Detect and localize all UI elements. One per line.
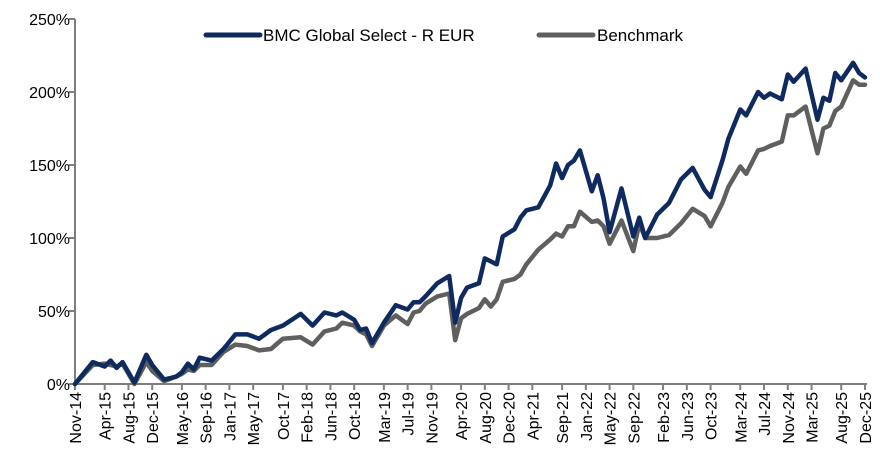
y-axis: 0% 50% 100% 150% 200% 250% bbox=[29, 12, 76, 394]
legend: BMC Global Select - R EUR Benchmark bbox=[203, 26, 683, 45]
x-tick-label: Aug-25 bbox=[834, 392, 851, 444]
x-tick-label: Apr-15 bbox=[98, 392, 115, 440]
x-tick-label: Feb-23 bbox=[656, 392, 673, 443]
x-tick-label: Oct-17 bbox=[276, 392, 293, 440]
y-tick-label: 100% bbox=[29, 231, 70, 248]
x-axis: Nov-14 Apr-15 Aug-15 Dec-15 May-16 Sep-16 Jan-… bbox=[68, 383, 875, 445]
x-tick-label: Dec-25 bbox=[858, 392, 875, 444]
legend-label-benchmark: Benchmark bbox=[597, 26, 683, 45]
x-tick-label: Apr-20 bbox=[454, 392, 471, 440]
x-tick-label: Mar-25 bbox=[805, 392, 822, 443]
x-tick-label: May-22 bbox=[603, 392, 620, 445]
x-tick-label: Nov-14 bbox=[68, 392, 85, 444]
x-tick-label: Aug-20 bbox=[478, 392, 495, 444]
x-tick-label: Feb-18 bbox=[300, 392, 317, 443]
x-tick-label: Mar-19 bbox=[377, 392, 394, 443]
x-tick-label: May-17 bbox=[246, 392, 263, 445]
series-line-fund bbox=[72, 60, 868, 387]
legend-label-fund: BMC Global Select - R EUR bbox=[263, 26, 475, 45]
x-tick-label: Apr-21 bbox=[525, 392, 542, 440]
y-tick-label: 50% bbox=[38, 304, 70, 321]
x-tick-label: Dec-15 bbox=[145, 392, 162, 444]
x-tick-label: Nov-19 bbox=[424, 392, 441, 444]
x-tick-label: Mar-24 bbox=[733, 392, 750, 443]
x-tick-label: Oct-18 bbox=[347, 392, 364, 440]
x-tick-label: Nov-24 bbox=[781, 392, 798, 444]
x-tick-label: Jul-19 bbox=[401, 392, 418, 436]
x-tick-label: Jan-17 bbox=[222, 392, 239, 441]
x-tick-label: Dec-20 bbox=[502, 392, 519, 444]
y-tick-label: 200% bbox=[29, 85, 70, 102]
x-tick-label: Oct-23 bbox=[704, 392, 721, 440]
x-tick-label: Aug-15 bbox=[121, 392, 138, 444]
series-lines bbox=[72, 60, 868, 387]
y-tick-label: 150% bbox=[29, 158, 70, 175]
x-tick-label: May-16 bbox=[175, 392, 192, 445]
x-tick-label: Jun-23 bbox=[680, 392, 697, 441]
series-line-benchmark bbox=[72, 78, 868, 387]
x-tick-label: Sep-16 bbox=[199, 392, 216, 444]
x-tick-label: Sep-21 bbox=[555, 392, 572, 444]
y-tick-label: 0% bbox=[47, 377, 70, 394]
x-tick-label: Sep-22 bbox=[626, 392, 643, 444]
y-tick-label: 250% bbox=[29, 12, 70, 29]
x-tick-label: Jul-24 bbox=[757, 392, 774, 436]
x-tick-label: Jun-18 bbox=[323, 392, 340, 441]
x-tick-label: Jan-22 bbox=[579, 392, 596, 441]
